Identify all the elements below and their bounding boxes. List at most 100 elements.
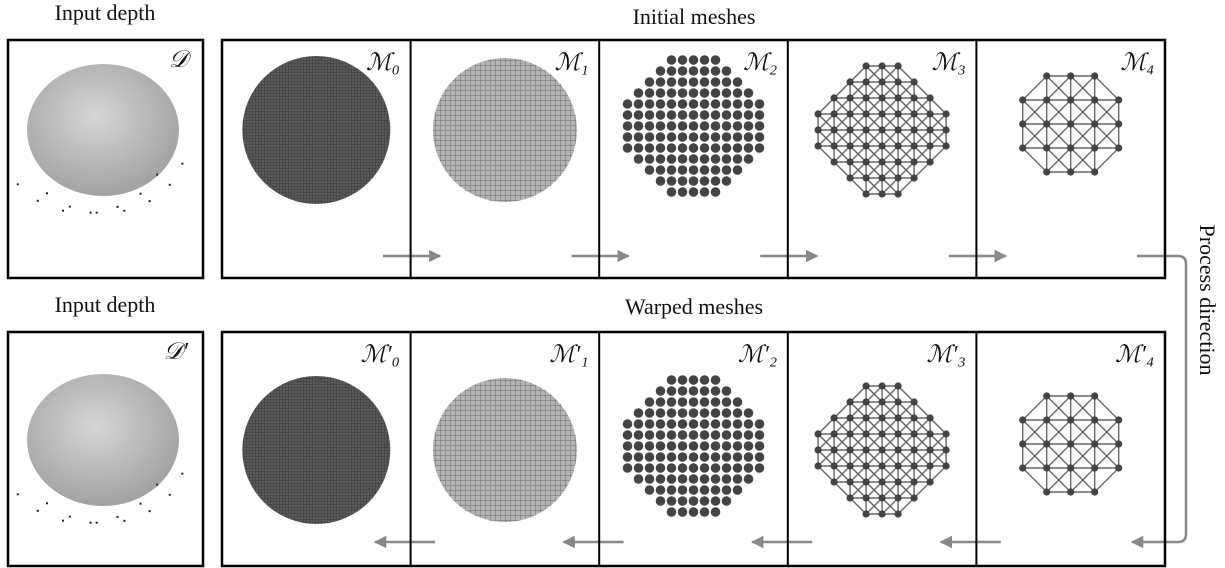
mesh-vertex — [699, 430, 710, 440]
mesh-vertex — [862, 78, 870, 86]
mesh-vertex — [743, 408, 754, 418]
mesh-vertex — [846, 94, 854, 102]
mesh-edge — [1046, 75, 1072, 101]
mesh-edge — [1046, 395, 1072, 421]
mesh-edge — [833, 97, 851, 115]
mesh-edge — [897, 465, 915, 483]
mesh — [242, 376, 391, 524]
mesh-edge — [929, 417, 947, 435]
mesh-vertex — [846, 126, 854, 134]
mesh-vertex — [699, 463, 710, 473]
mesh-vertex — [894, 158, 902, 166]
mesh-vertex — [655, 441, 666, 451]
mesh-vertex — [710, 143, 721, 153]
mesh-edge — [865, 385, 883, 403]
mesh-vertex — [743, 121, 754, 131]
mesh-edge — [849, 497, 867, 515]
mesh-edge — [929, 129, 947, 147]
mesh-vertex — [1115, 120, 1123, 128]
mesh-vertex — [721, 452, 732, 462]
mesh-vertex — [644, 121, 655, 131]
mesh-vertex — [721, 419, 732, 429]
mesh — [432, 58, 577, 202]
mesh-vertex — [862, 142, 870, 150]
mesh-edge — [913, 129, 931, 147]
mesh-vertex — [926, 158, 934, 166]
mesh-edge — [1022, 443, 1048, 469]
mesh-vertex — [846, 78, 854, 86]
mesh-edge — [817, 129, 835, 147]
mesh-vertex — [1043, 440, 1051, 448]
mesh-vertex — [732, 121, 743, 131]
depth-noise — [139, 192, 142, 195]
mesh-edge — [817, 433, 835, 451]
mesh-vertex — [699, 66, 710, 76]
mesh-edge — [865, 81, 883, 99]
mesh-vertex — [878, 446, 886, 454]
mesh-vertex — [677, 408, 688, 418]
mesh-vertex — [677, 176, 688, 186]
mesh-vertex — [699, 441, 710, 451]
mesh-edge — [1094, 147, 1120, 173]
mesh-edge — [833, 161, 851, 179]
mesh-edge — [1046, 147, 1072, 173]
mesh-vertex — [1115, 416, 1123, 424]
mesh-vertex — [878, 382, 886, 390]
mesh-edge — [865, 65, 883, 83]
mesh-vertex — [655, 110, 666, 120]
mesh-vertex — [644, 485, 655, 495]
mesh-vertex — [699, 397, 710, 407]
mesh-vertex — [644, 441, 655, 451]
mesh-vertex — [699, 99, 710, 109]
mesh-vertex — [699, 132, 710, 142]
mesh-vertex — [688, 132, 699, 142]
mesh-vertex — [721, 99, 732, 109]
mesh-vertex — [878, 190, 886, 198]
mesh-vertex — [699, 143, 710, 153]
depth-noise — [139, 502, 142, 505]
mesh-vertex — [644, 408, 655, 418]
mesh-edge — [833, 129, 851, 147]
mesh-vertex — [894, 446, 902, 454]
mesh-vertex — [878, 142, 886, 150]
mesh-vertex — [743, 132, 754, 142]
mesh-vertex — [878, 414, 886, 422]
mesh-edge — [881, 161, 899, 179]
mesh-vertex — [942, 142, 950, 150]
mesh-label: ℳ′₃ — [927, 342, 966, 368]
mesh-vertex — [655, 463, 666, 473]
mesh-vertex — [688, 452, 699, 462]
mesh-vertex — [1043, 464, 1051, 472]
mesh-edge — [833, 449, 851, 467]
mesh-edge — [1094, 443, 1120, 469]
mesh-vertex — [878, 462, 886, 470]
mesh-vertex — [622, 430, 633, 440]
mesh-vertex — [830, 110, 838, 118]
mesh-vertex — [688, 88, 699, 98]
mesh-vertex — [1043, 392, 1051, 400]
mesh-vertex — [644, 110, 655, 120]
mesh-edge — [849, 145, 867, 163]
mesh-edge — [1046, 419, 1072, 445]
mesh-vertex — [655, 176, 666, 186]
mesh-vertex — [846, 142, 854, 150]
mesh-edge — [913, 113, 931, 131]
mesh-vertex — [878, 510, 886, 518]
depth-noise — [36, 509, 39, 512]
mesh-vertex — [846, 446, 854, 454]
mesh-edge — [1070, 395, 1096, 421]
mesh-vertex — [862, 494, 870, 502]
mesh-vertex — [732, 143, 743, 153]
mesh-vertex — [655, 88, 666, 98]
mesh-vertex — [814, 142, 822, 150]
mesh-vertex — [644, 452, 655, 462]
input-label: Input depth — [55, 0, 156, 25]
mesh-edge — [1022, 123, 1048, 149]
mesh-vertex — [1067, 488, 1075, 496]
mesh-vertex — [666, 386, 677, 396]
mesh-vertex — [688, 110, 699, 120]
mesh-vertex — [710, 121, 721, 131]
mesh-vertex — [655, 419, 666, 429]
mesh-vertex — [655, 496, 666, 506]
mesh-vertex — [666, 419, 677, 429]
